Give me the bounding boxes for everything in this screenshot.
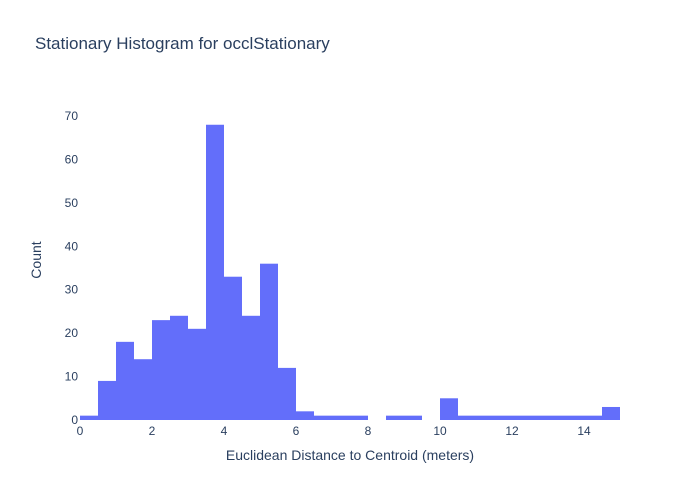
histogram-bar xyxy=(152,320,170,420)
histogram-bar xyxy=(566,415,584,420)
x-tick-label: 8 xyxy=(365,424,372,438)
histogram-bar xyxy=(314,415,332,420)
histogram-bar xyxy=(224,276,242,420)
x-tick-label: 14 xyxy=(577,424,591,438)
histogram-bar xyxy=(386,415,404,420)
y-tick-label: 10 xyxy=(65,370,79,384)
histogram-bar xyxy=(530,415,548,420)
bars-layer xyxy=(80,124,620,420)
histogram-bar xyxy=(494,415,512,420)
histogram-bar xyxy=(584,415,602,420)
x-tick-label: 0 xyxy=(77,424,84,438)
y-tick-label: 60 xyxy=(65,152,79,166)
histogram-bar xyxy=(440,398,458,420)
y-axis-title: Count xyxy=(28,241,44,278)
y-tick-label: 0 xyxy=(71,413,78,427)
histogram-bar xyxy=(206,124,224,420)
chart-title: Stationary Histogram for occlStationary xyxy=(35,34,330,53)
histogram-bar xyxy=(602,406,620,420)
y-axis-ticks: 0 10 20 30 40 50 60 70 xyxy=(65,109,79,427)
histogram-bar xyxy=(296,411,314,420)
histogram-bar xyxy=(116,341,134,420)
histogram-bar xyxy=(98,380,116,420)
histogram-bar xyxy=(134,359,152,420)
histogram-bar xyxy=(332,415,350,420)
x-axis-ticks: 0 2 4 6 8 10 12 14 xyxy=(77,424,591,438)
x-tick-label: 6 xyxy=(293,424,300,438)
histogram-bar xyxy=(278,367,296,420)
histogram-bar xyxy=(80,415,98,420)
histogram-bar xyxy=(260,263,278,420)
x-tick-label: 4 xyxy=(221,424,228,438)
histogram-bar xyxy=(404,415,422,420)
y-tick-label: 30 xyxy=(65,283,79,297)
y-tick-label: 40 xyxy=(65,239,79,253)
histogram-bar xyxy=(512,415,530,420)
x-axis-title: Euclidean Distance to Centroid (meters) xyxy=(226,447,474,463)
y-tick-label: 20 xyxy=(65,326,79,340)
y-tick-label: 50 xyxy=(65,196,79,210)
x-tick-label: 12 xyxy=(505,424,519,438)
histogram-bar xyxy=(458,415,476,420)
histogram-bar xyxy=(476,415,494,420)
x-tick-label: 2 xyxy=(149,424,156,438)
x-tick-label: 10 xyxy=(433,424,447,438)
y-tick-label: 70 xyxy=(65,109,79,123)
histogram-bar xyxy=(170,315,188,420)
histogram-bar xyxy=(548,415,566,420)
histogram-bar xyxy=(242,315,260,420)
histogram-bar xyxy=(188,328,206,420)
histogram-bar xyxy=(350,415,368,420)
